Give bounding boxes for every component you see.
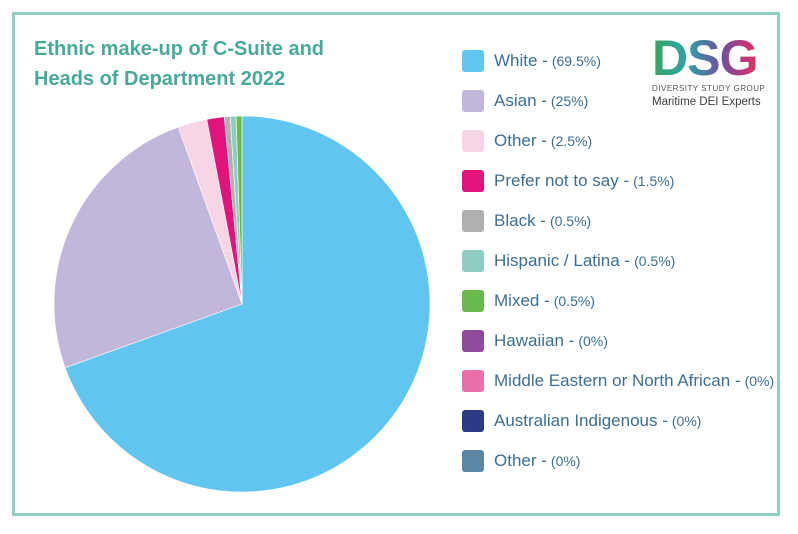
- legend-label: Other -: [494, 451, 547, 470]
- legend-label: Hispanic / Latina -: [494, 251, 631, 270]
- legend-percent: (25%): [550, 93, 589, 109]
- legend-label: Mixed -: [494, 291, 550, 310]
- legend-swatch: [462, 450, 484, 472]
- legend-item-9: Australian Indigenous - (0%): [462, 408, 701, 434]
- legend-swatch: [462, 210, 484, 232]
- legend-item-3: Prefer not to say - (1.5%): [462, 168, 674, 194]
- legend-swatch: [462, 50, 484, 72]
- legend-percent: (0.5%): [549, 213, 592, 229]
- legend-label: Middle Eastern or North African -: [494, 371, 741, 390]
- legend-percent: (2.5%): [550, 133, 593, 149]
- legend-item-7: Hawaiian - (0%): [462, 328, 608, 354]
- legend-label: Hawaiian -: [494, 331, 575, 350]
- legend-label: Black -: [494, 211, 546, 230]
- legend-percent: (0%): [671, 413, 702, 429]
- legend-item-1: Asian - (25%): [462, 88, 588, 114]
- legend-percent: (0%): [744, 373, 775, 389]
- legend-item-10: Other - (0%): [462, 448, 580, 474]
- legend-item-5: Hispanic / Latina - (0.5%): [462, 248, 675, 274]
- legend-item-0: White - (69.5%): [462, 48, 601, 74]
- legend-label: Prefer not to say -: [494, 171, 630, 190]
- legend-percent: (0%): [550, 453, 581, 469]
- legend-label: Other -: [494, 131, 547, 150]
- legend-item-8: Middle Eastern or North African - (0%): [462, 368, 774, 394]
- pie-chart: [53, 115, 431, 493]
- legend-swatch: [462, 330, 484, 352]
- pie-slice-0: [64, 115, 431, 493]
- legend-label: Asian -: [494, 91, 547, 110]
- legend-percent: (0%): [578, 333, 608, 349]
- dsg-logo: DSG DIVERSITY STUDY GROUP Maritime DEI E…: [652, 32, 768, 108]
- legend-swatch: [462, 90, 484, 112]
- legend-swatch: [462, 410, 484, 432]
- legend-item-6: Mixed - (0.5%): [462, 288, 595, 314]
- chart-title: Ethnic make-up of C-Suite and Heads of D…: [34, 34, 364, 94]
- logo-tagline: Maritime DEI Experts: [652, 96, 761, 108]
- chart-title-line-2: Heads of Department 2022: [34, 68, 286, 90]
- legend-item-2: Other - (2.5%): [462, 128, 592, 154]
- legend-percent: (69.5%): [551, 53, 601, 69]
- legend-swatch: [462, 370, 484, 392]
- legend-item-4: Black - (0.5%): [462, 208, 591, 234]
- logo-subtitle: DIVERSITY STUDY GROUP: [652, 84, 766, 93]
- legend-label: White -: [494, 51, 548, 70]
- legend-swatch: [462, 130, 484, 152]
- legend-label: Australian Indigenous -: [494, 411, 668, 430]
- legend-percent: (1.5%): [633, 173, 675, 189]
- legend-percent: (0.5%): [553, 293, 595, 309]
- legend-swatch: [462, 290, 484, 312]
- legend-swatch: [462, 170, 484, 192]
- logo-letters: DSG: [652, 32, 768, 84]
- legend-percent: (0.5%): [634, 253, 676, 269]
- chart-title-line-1: Ethnic make-up of C-Suite and: [34, 38, 325, 60]
- legend-swatch: [462, 250, 484, 272]
- pie-slice-1: [53, 126, 243, 369]
- pie-slice-6: [235, 115, 243, 305]
